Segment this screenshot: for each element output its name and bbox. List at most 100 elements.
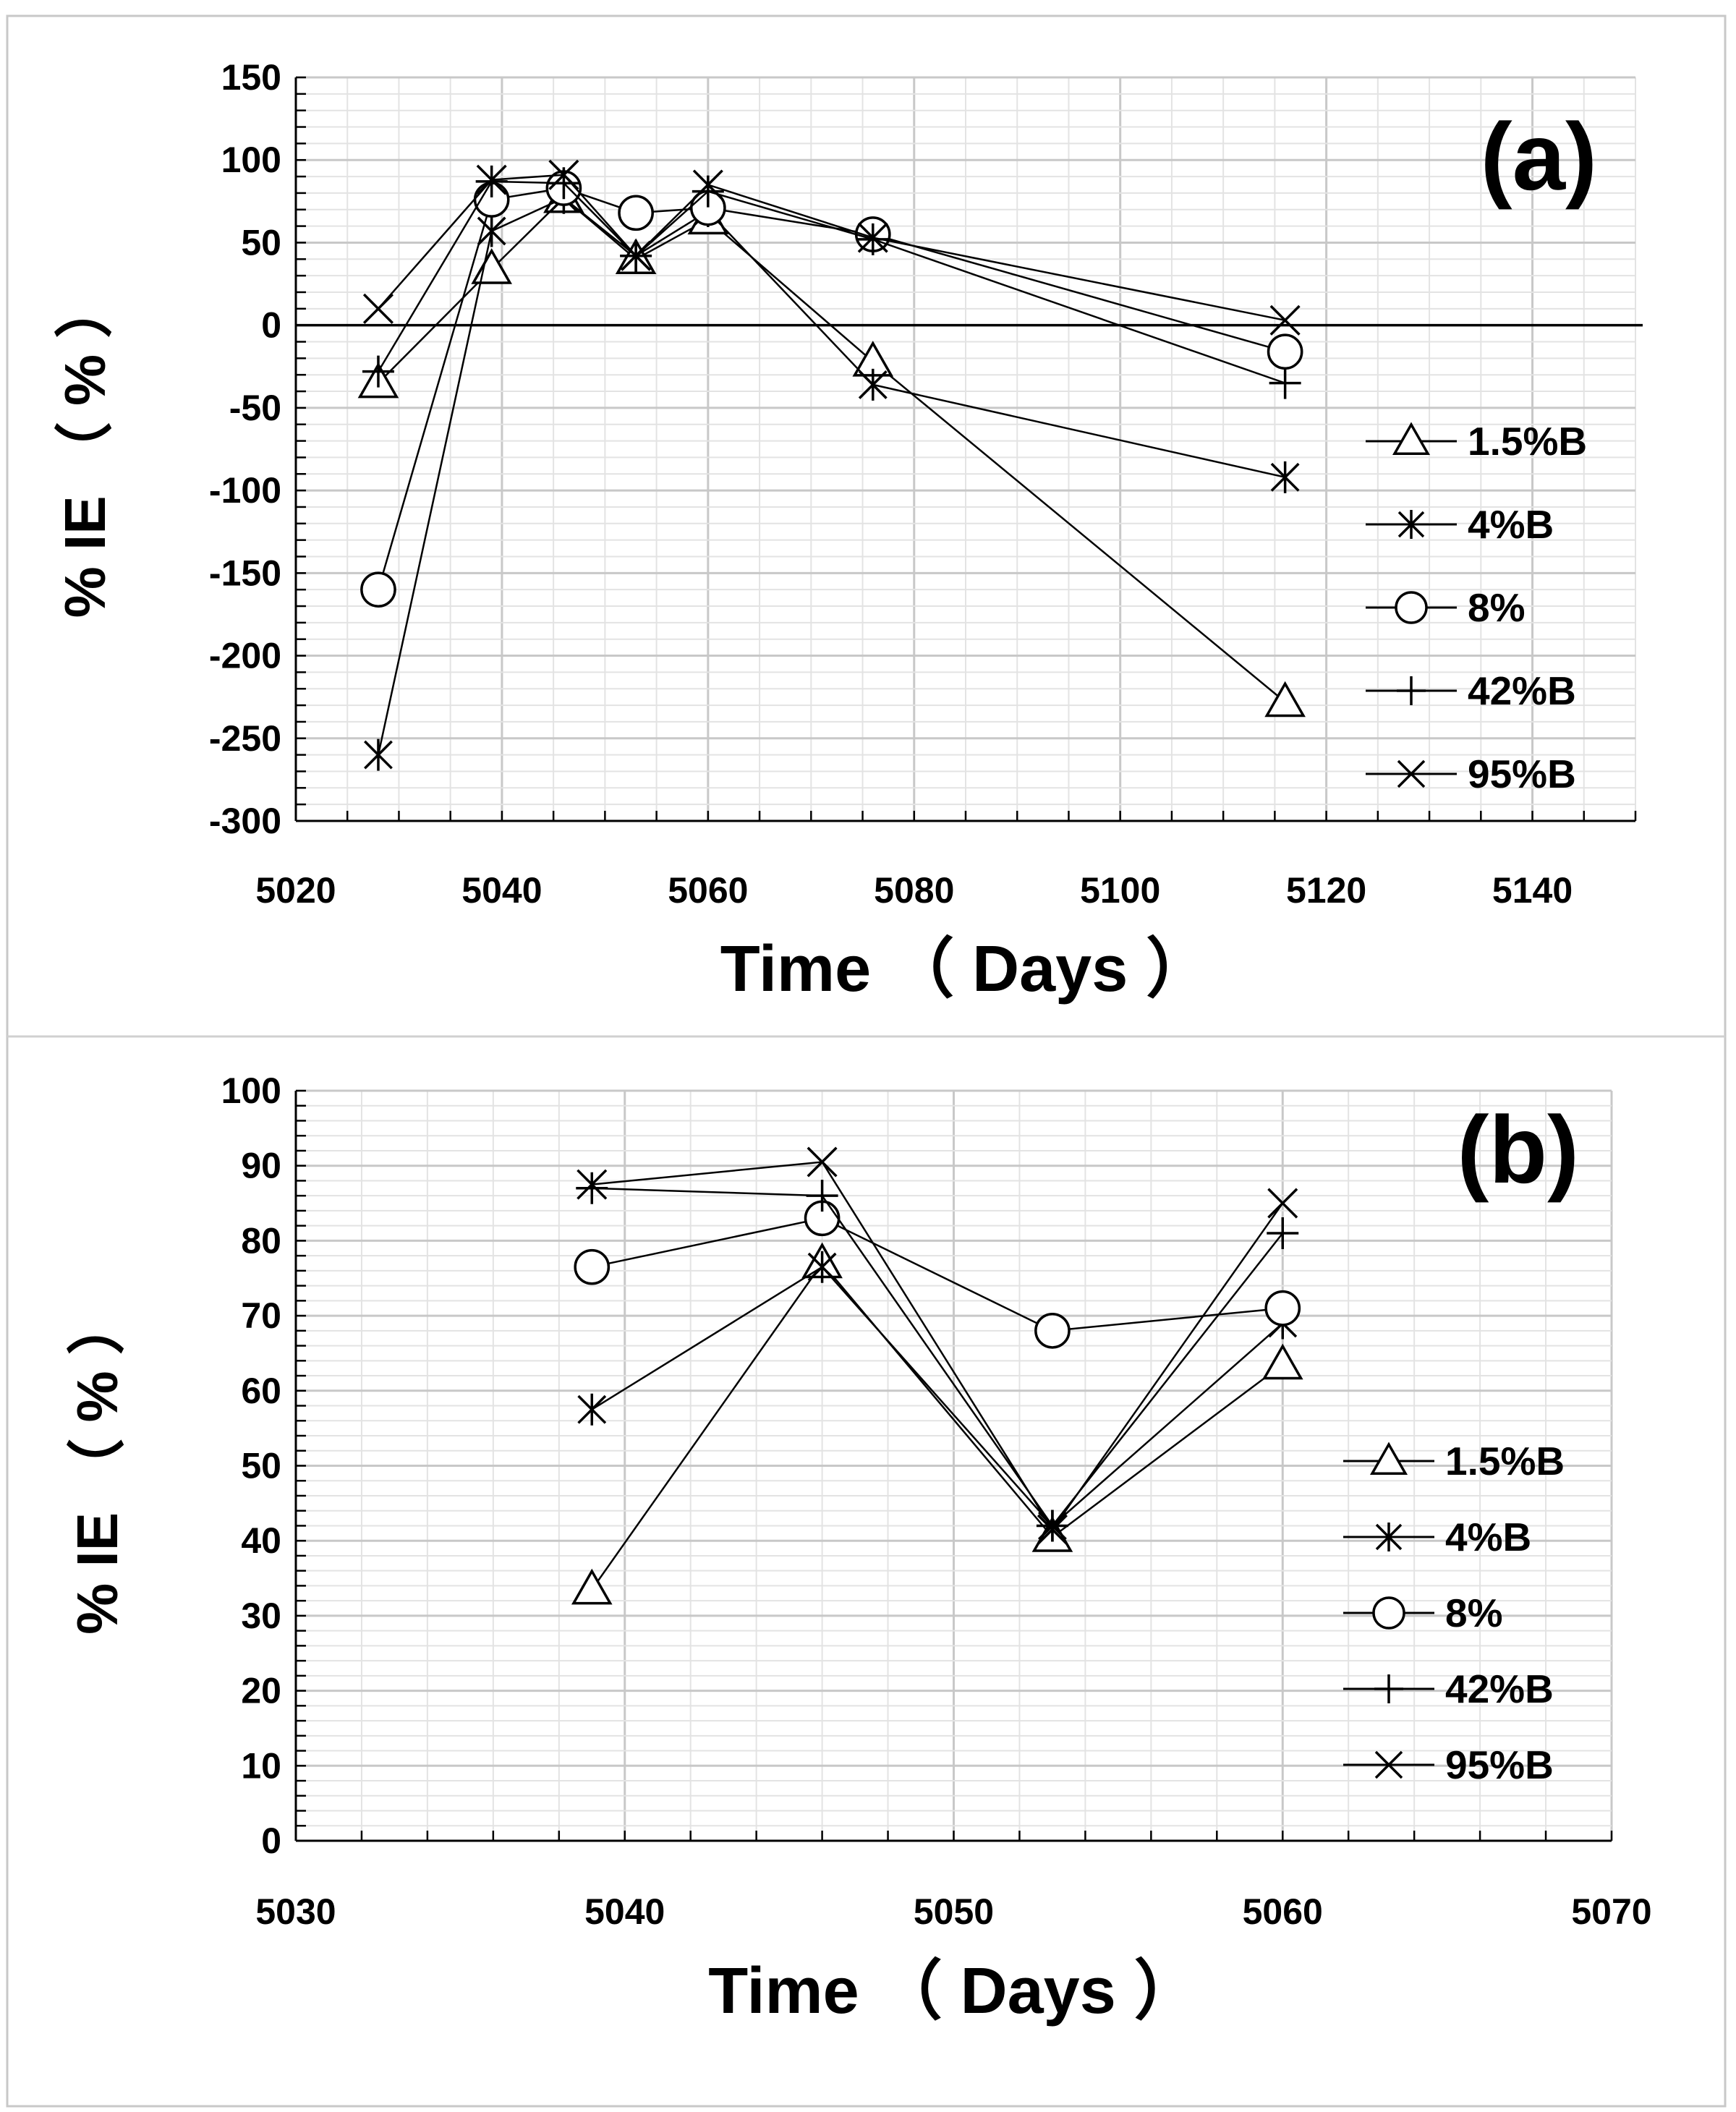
data-point-circle [1264,1290,1301,1327]
y-tick-label: -200 [209,636,281,676]
data-point-plus [548,167,580,200]
data-point-asterisk [577,1393,607,1426]
legend: 1.5%B 4%B 8% 42%B 95%B [1343,1439,1565,1787]
legend-item: 42%B [1343,1666,1554,1711]
series-95%B [576,1146,1298,1545]
y-tick-label: 80 [241,1220,281,1261]
data-point-plus [576,1172,608,1204]
data-point-circle [574,1248,610,1285]
data-point-x [621,240,652,271]
legend-marker-plus [1397,676,1426,705]
y-axis-title: % IE （ % ） [53,281,117,618]
y-tick-label: 70 [241,1295,281,1336]
legend-item: 4%B [1343,1515,1531,1559]
data-point-x [1269,305,1301,336]
legend-label: 4%B [1445,1515,1531,1559]
legend-marker-asterisk [1375,1523,1403,1551]
legend: 1.5%B 4%B 8% 42%B 95%B [1366,419,1587,796]
panel-label: (a) [1481,103,1597,210]
y-tick-label: 30 [241,1596,281,1636]
x-tick-label: 5140 [1492,870,1573,911]
legend-item: 95%B [1343,1742,1554,1787]
data-point-circle [1034,1312,1071,1349]
data-point-x [807,1146,838,1178]
legend-marker-asterisk [1397,510,1425,539]
y-tick-label: 10 [241,1745,281,1786]
data-point-plus [692,175,724,208]
data-point-x [692,169,723,200]
y-tick-label: 90 [241,1146,281,1186]
legend-label: 95%B [1468,751,1576,796]
data-point-asterisk [364,738,393,771]
x-tick-label: 5100 [1080,870,1160,911]
data-point-asterisk [1270,461,1300,493]
data-point-plus [1267,1217,1299,1250]
y-tick-label: 50 [241,1446,281,1486]
legend-item: 8% [1366,585,1526,630]
grid [294,1089,1613,1842]
data-point-x [1037,1514,1068,1545]
series-95%B [362,159,1301,336]
y-tick-label: 40 [241,1520,281,1561]
y-tick-label: 50 [241,222,281,263]
data-point-asterisk [858,368,888,401]
data-point-asterisk [477,215,506,247]
x-tick-label: 5060 [668,870,748,911]
x-tick-label: 5040 [461,870,542,911]
x-tick-label: 5080 [874,870,954,911]
y-tick-label: -250 [209,718,281,759]
data-point-triangle [1264,681,1306,718]
y-tick-label: -100 [209,470,281,511]
legend-marker-triangle [1369,1442,1408,1475]
data-point-x [857,222,888,253]
data-point-plus [1036,1510,1068,1542]
series-line [591,1266,1284,1528]
data-point-plus [1269,367,1301,399]
legend-marker-circle [1372,1596,1405,1630]
legend-item: 8% [1343,1591,1503,1635]
legend-label: 1.5%B [1445,1439,1565,1483]
data-point-x [548,159,579,190]
x-tick-label: 5030 [255,1891,336,1932]
data-point-asterisk [807,1251,837,1283]
series-line [591,1261,1283,1591]
legend-label: 42%B [1445,1666,1554,1711]
x-axis-title: Time （ Days ） [720,933,1212,1005]
legend-label: 1.5%B [1468,419,1587,464]
data-point-x [362,293,394,324]
legend-label: 42%B [1468,668,1576,713]
series-1.5%B [571,1242,1303,1605]
series-42%B [576,1172,1299,1542]
legend-item: 1.5%B [1366,419,1587,464]
series-line [592,1217,1283,1332]
legend-marker-plus [1374,1674,1403,1703]
x-tick-label: 5070 [1571,1891,1651,1932]
legend-label: 4%B [1468,502,1554,547]
data-point-plus [362,355,394,388]
legend-item: 4%B [1366,502,1554,547]
y-tick-label: 0 [261,1821,281,1861]
y-tick-label: -150 [209,553,281,593]
x-tick-label: 5020 [255,870,336,911]
data-point-triangle [1261,1343,1303,1380]
data-point-circle [618,195,654,231]
y-tick-label: 100 [221,140,281,180]
y-tick-label: -300 [209,801,281,841]
y-axis-title: % IE （ % ） [65,1297,129,1635]
data-point-circle [1267,333,1303,370]
x-tick-label: 5060 [1243,1891,1323,1932]
data-point-x [476,164,507,195]
series-line [592,1161,1284,1531]
y-tick-label: 150 [221,57,281,98]
data-point-x [1267,1188,1298,1219]
x-axis-title: Time （ Days ） [708,1955,1199,2027]
legend-label: 8% [1468,585,1526,630]
y-tick-label: 20 [241,1671,281,1711]
data-point-circle [360,571,396,608]
x-tick-label: 5120 [1286,870,1366,911]
grid [294,76,1636,822]
y-tick-label: 60 [241,1371,281,1411]
ticks [294,1089,1613,1842]
